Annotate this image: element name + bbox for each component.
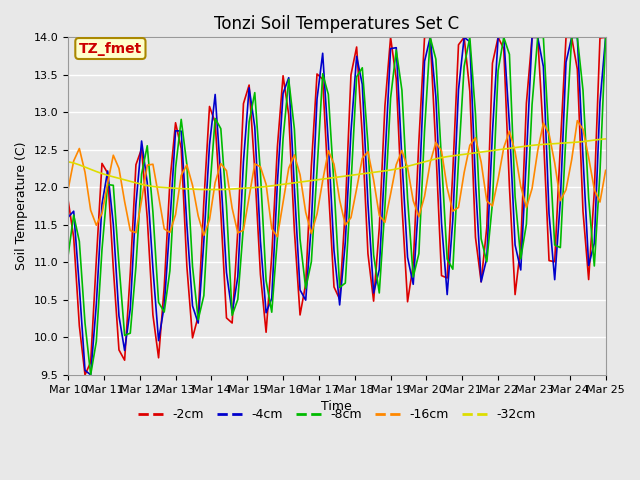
Text: TZ_fmet: TZ_fmet [79, 42, 142, 56]
X-axis label: Time: Time [321, 400, 352, 413]
Y-axis label: Soil Temperature (C): Soil Temperature (C) [15, 142, 28, 270]
Legend: -2cm, -4cm, -8cm, -16cm, -32cm: -2cm, -4cm, -8cm, -16cm, -32cm [132, 403, 541, 426]
Title: Tonzi Soil Temperatures Set C: Tonzi Soil Temperatures Set C [214, 15, 460, 33]
